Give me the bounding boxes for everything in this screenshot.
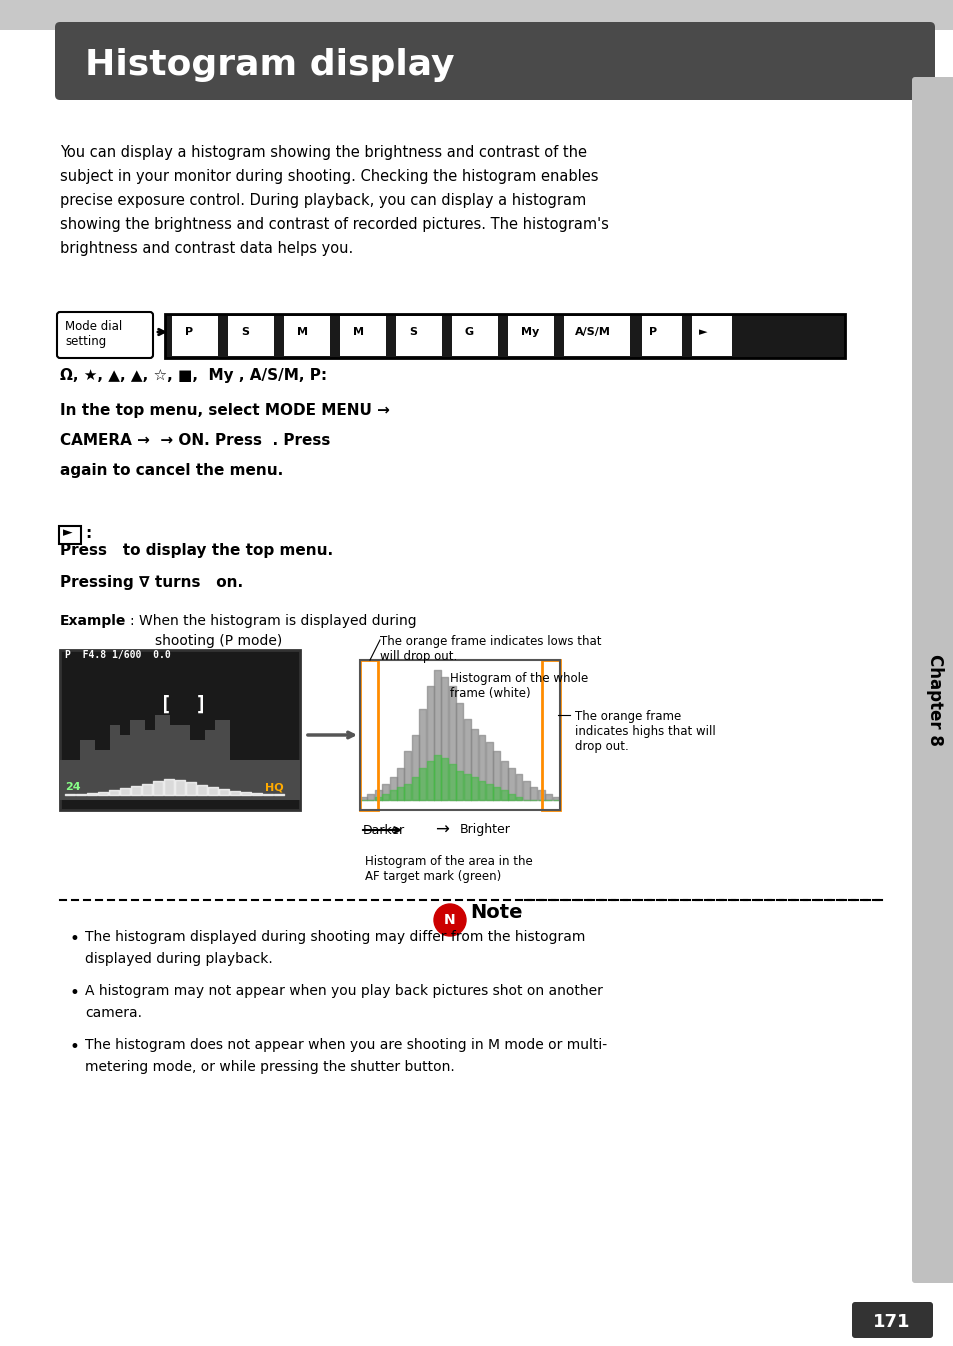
Text: Chapter 8: Chapter 8 <box>925 654 943 746</box>
Text: •: • <box>70 1038 80 1057</box>
Text: subject in your monitor during shooting. Checking the histogram enables: subject in your monitor during shooting.… <box>60 170 598 184</box>
Text: precise exposure control. During playback, you can display a histogram: precise exposure control. During playbac… <box>60 192 586 209</box>
Text: The histogram displayed during shooting may differ from the histogram: The histogram displayed during shooting … <box>85 930 585 944</box>
Text: A/S/M: A/S/M <box>575 327 610 336</box>
Text: brightness and contrast data helps you.: brightness and contrast data helps you. <box>60 241 353 256</box>
Text: Darker: Darker <box>363 824 405 836</box>
Text: •: • <box>70 930 80 948</box>
Text: metering mode, or while pressing the shutter button.: metering mode, or while pressing the shu… <box>85 1061 455 1074</box>
Text: Ω, ★, ▲, ▲, ☆, ■,  My , A/S/M, P:: Ω, ★, ▲, ▲, ☆, ■, My , A/S/M, P: <box>60 367 327 384</box>
Text: Histogram of the area in the
AF target mark (green): Histogram of the area in the AF target m… <box>365 855 532 883</box>
Text: : When the histogram is displayed during: : When the histogram is displayed during <box>130 614 416 629</box>
FancyBboxPatch shape <box>60 650 299 810</box>
Circle shape <box>434 905 465 935</box>
FancyBboxPatch shape <box>851 1302 932 1338</box>
Text: P: P <box>648 327 657 336</box>
Text: Example: Example <box>60 614 126 629</box>
Text: 24: 24 <box>65 782 81 791</box>
Text: shooting (P mode): shooting (P mode) <box>154 634 282 647</box>
Text: The histogram does not appear when you are shooting in M mode or multi-: The histogram does not appear when you a… <box>85 1038 606 1053</box>
Text: Histogram display: Histogram display <box>85 48 454 82</box>
FancyBboxPatch shape <box>59 526 81 544</box>
FancyBboxPatch shape <box>284 316 330 355</box>
Text: The orange frame indicates lows that
will drop out.: The orange frame indicates lows that wil… <box>379 635 601 664</box>
Text: You can display a histogram showing the brightness and contrast of the: You can display a histogram showing the … <box>60 145 586 160</box>
Text: :: : <box>85 525 91 541</box>
FancyBboxPatch shape <box>507 316 554 355</box>
Text: again to cancel the menu.: again to cancel the menu. <box>60 463 283 478</box>
Text: HQ: HQ <box>265 782 283 791</box>
Text: The orange frame
indicates highs that will
drop out.: The orange frame indicates highs that wi… <box>575 709 715 752</box>
Text: S: S <box>409 327 416 336</box>
Text: M: M <box>353 327 364 336</box>
FancyBboxPatch shape <box>452 316 497 355</box>
Text: ►: ► <box>63 526 72 540</box>
Text: [  ]: [ ] <box>160 695 207 713</box>
FancyBboxPatch shape <box>339 316 386 355</box>
Polygon shape <box>60 715 299 800</box>
Text: Histogram of the whole
frame (white): Histogram of the whole frame (white) <box>450 672 588 700</box>
FancyBboxPatch shape <box>691 316 731 355</box>
Text: →: → <box>435 821 449 839</box>
FancyBboxPatch shape <box>911 77 953 1283</box>
FancyBboxPatch shape <box>563 316 629 355</box>
FancyBboxPatch shape <box>641 316 681 355</box>
FancyBboxPatch shape <box>55 22 934 100</box>
Text: P: P <box>185 327 193 336</box>
Text: Note: Note <box>470 903 522 922</box>
Text: P  F4.8 1/600  0.0: P F4.8 1/600 0.0 <box>65 650 171 660</box>
Text: ►: ► <box>699 327 707 336</box>
Text: camera.: camera. <box>85 1005 142 1020</box>
Text: N: N <box>444 913 456 927</box>
Text: M: M <box>296 327 308 336</box>
FancyBboxPatch shape <box>395 316 441 355</box>
Text: G: G <box>464 327 474 336</box>
FancyBboxPatch shape <box>165 314 844 358</box>
Text: Pressing ∇ turns   on.: Pressing ∇ turns on. <box>60 575 243 590</box>
Text: 171: 171 <box>872 1312 910 1331</box>
Text: Mode dial
setting: Mode dial setting <box>65 320 122 349</box>
Text: showing the brightness and contrast of recorded pictures. The histogram's: showing the brightness and contrast of r… <box>60 217 608 232</box>
FancyBboxPatch shape <box>57 312 152 358</box>
Text: A histogram may not appear when you play back pictures shot on another: A histogram may not appear when you play… <box>85 984 602 997</box>
Text: Brighter: Brighter <box>459 824 511 836</box>
Text: displayed during playback.: displayed during playback. <box>85 952 273 966</box>
Text: •: • <box>70 984 80 1001</box>
Text: My: My <box>520 327 538 336</box>
FancyBboxPatch shape <box>0 0 953 30</box>
FancyBboxPatch shape <box>172 316 218 355</box>
Text: Press   to display the top menu.: Press to display the top menu. <box>60 542 333 559</box>
Text: In the top menu, select MODE MENU →: In the top menu, select MODE MENU → <box>60 402 390 419</box>
FancyBboxPatch shape <box>359 660 559 810</box>
Text: S: S <box>241 327 249 336</box>
FancyBboxPatch shape <box>228 316 274 355</box>
Text: CAMERA →  → ON. Press  . Press: CAMERA → → ON. Press . Press <box>60 433 335 448</box>
